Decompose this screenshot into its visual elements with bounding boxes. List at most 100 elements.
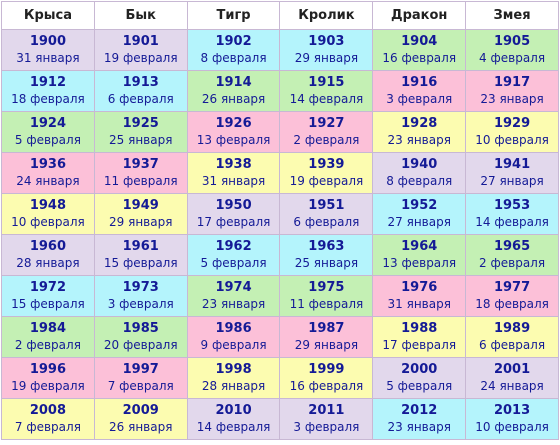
- new-year-date: 16 февраля: [289, 379, 364, 393]
- column-header-tiger: Тигр: [186, 1, 281, 30]
- year-value: 1928: [401, 116, 438, 131]
- column-header-rabbit: Кролик: [279, 1, 374, 30]
- year-value: 1997: [122, 362, 159, 377]
- new-year-date: 23 января: [387, 420, 451, 434]
- new-year-date: 5 февраля: [386, 379, 453, 393]
- year-cell: 1904 16 февраля: [372, 29, 467, 71]
- new-year-date: 26 января: [201, 92, 266, 106]
- year-cell: 1999 16 февраля: [279, 357, 374, 399]
- new-year-date: 10 февраля: [11, 215, 85, 229]
- new-year-date: 18 февраля: [11, 92, 85, 106]
- new-year-date: 24 января: [16, 174, 80, 188]
- year-cell: 1925 25 января: [93, 111, 188, 153]
- year-value: 1939: [308, 157, 345, 172]
- new-year-date: 17 февраля: [196, 215, 271, 229]
- year-cell: 1998 28 января: [186, 357, 281, 399]
- year-cell: 1973 3 февраля: [93, 275, 188, 317]
- new-year-date: 8 февраля: [386, 174, 453, 188]
- year-cell: 1960 28 января: [1, 234, 95, 276]
- year-value: 1924: [29, 116, 66, 131]
- year-value: 2011: [308, 403, 345, 418]
- new-year-date: 13 февраля: [196, 133, 271, 147]
- table-row: 1960 28 января 1961 15 февраля 1962 5 февраля…: [1, 234, 559, 276]
- table-row: 1984 2 февраля 1985 20 февраля 1986 9 февраля…: [1, 316, 559, 358]
- year-value: 1986: [215, 321, 252, 336]
- year-value: 1936: [29, 157, 66, 172]
- year-cell: 1972 15 февраля: [1, 275, 95, 317]
- year-value: 1948: [29, 198, 66, 213]
- new-year-date: 19 февраля: [11, 379, 85, 393]
- new-year-date: 2 февраля: [14, 338, 81, 352]
- year-cell: 1941 27 января: [465, 152, 559, 194]
- new-year-date: 15 февраля: [11, 297, 85, 311]
- year-value: 2008: [29, 403, 66, 418]
- year-value: 2000: [401, 362, 438, 377]
- year-cell: 2008 7 февраля: [1, 398, 95, 440]
- year-value: 1937: [122, 157, 159, 172]
- year-value: 1987: [308, 321, 345, 336]
- year-value: 2012: [401, 403, 438, 418]
- year-value: 1961: [122, 239, 159, 254]
- year-cell: 1989 6 февраля: [465, 316, 559, 358]
- year-cell: 1951 6 февраля: [279, 193, 374, 235]
- year-value: 1972: [29, 280, 66, 295]
- new-year-date: 7 февраля: [107, 379, 174, 393]
- new-year-date: 14 февраля: [196, 420, 271, 434]
- year-cell: 2012 23 января: [372, 398, 467, 440]
- year-cell: 1984 2 февраля: [1, 316, 95, 358]
- new-year-date: 31 января: [201, 174, 266, 188]
- new-year-date: 3 февраля: [293, 420, 360, 434]
- year-value: 2009: [122, 403, 159, 418]
- year-value: 1926: [215, 116, 252, 131]
- new-year-date: 6 февраля: [107, 92, 174, 106]
- year-value: 1964: [401, 239, 438, 254]
- year-cell: 1914 26 января: [186, 70, 281, 112]
- new-year-date: 15 февраля: [103, 256, 178, 270]
- year-cell: 1974 23 января: [186, 275, 281, 317]
- new-year-date: 19 февраля: [103, 51, 178, 65]
- year-value: 1999: [308, 362, 345, 377]
- table-row: 1912 18 февраля 1913 6 февраля 1914 26 января…: [1, 70, 559, 112]
- new-year-date: 14 февраля: [475, 215, 549, 229]
- new-year-date: 25 января: [109, 133, 173, 147]
- year-value: 1905: [493, 34, 531, 49]
- column-header-ox: Бык: [93, 1, 188, 30]
- year-cell: 2011 3 февраля: [279, 398, 374, 440]
- new-year-date: 2 февраля: [293, 133, 360, 147]
- table-row: 1900 31 января 1901 19 февраля 1902 8 февраля…: [1, 29, 559, 71]
- new-year-date: 24 января: [480, 379, 544, 393]
- year-cell: 1905 4 февраля: [465, 29, 559, 71]
- year-cell: 2001 24 января: [465, 357, 559, 399]
- year-cell: 1903 29 января: [279, 29, 374, 71]
- year-value: 1900: [29, 34, 66, 49]
- new-year-date: 23 января: [201, 297, 266, 311]
- year-value: 1927: [308, 116, 345, 131]
- new-year-date: 16 февраля: [382, 51, 457, 65]
- new-year-date: 25 января: [294, 256, 359, 270]
- year-value: 1996: [29, 362, 66, 377]
- year-value: 1917: [493, 75, 531, 90]
- column-header-snake: Змея: [465, 1, 559, 30]
- year-cell: 1986 9 февраля: [186, 316, 281, 358]
- new-year-date: 17 февраля: [382, 338, 457, 352]
- new-year-date: 31 января: [16, 51, 80, 65]
- new-year-date: 11 февраля: [289, 297, 364, 311]
- year-cell: 1997 7 февраля: [93, 357, 188, 399]
- column-header-rat: Крыса: [1, 1, 95, 30]
- year-cell: 1988 17 февраля: [372, 316, 467, 358]
- year-value: 1904: [401, 34, 438, 49]
- new-year-date: 11 февраля: [103, 174, 178, 188]
- year-cell: 1962 5 февраля: [186, 234, 281, 276]
- new-year-date: 23 января: [480, 92, 544, 106]
- year-cell: 1924 5 февраля: [1, 111, 95, 153]
- year-value: 1901: [122, 34, 159, 49]
- new-year-date: 5 февраля: [200, 256, 267, 270]
- year-cell: 1936 24 января: [1, 152, 95, 194]
- new-year-date: 29 января: [294, 51, 359, 65]
- new-year-date: 6 февраля: [293, 215, 360, 229]
- year-value: 1913: [122, 75, 159, 90]
- new-year-date: 18 февраля: [475, 297, 549, 311]
- year-value: 1984: [29, 321, 66, 336]
- year-cell: 1938 31 января: [186, 152, 281, 194]
